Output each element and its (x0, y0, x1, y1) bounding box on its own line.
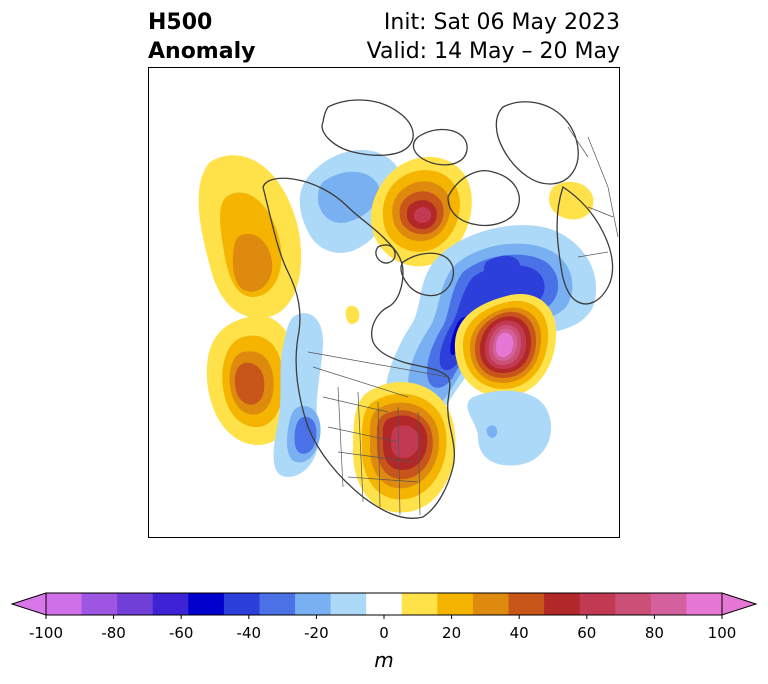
title-left: H500 Anomaly (148, 8, 255, 66)
ridge-eastern-us (353, 382, 456, 513)
valid-range: Valid: 14 May – 20 May (366, 39, 620, 64)
borders (307, 126, 619, 516)
colorbar-bin-5 (223, 593, 260, 615)
colorbar-bin-13 (508, 593, 545, 615)
colorbar-bin-12 (472, 593, 510, 615)
title-right: Init: Sat 06 May 2023 Valid: 14 May – 20… (367, 8, 620, 66)
coastlines (262, 99, 614, 519)
ridge-north-atlantic (454, 293, 557, 397)
colorbar-bin-2 (117, 593, 154, 615)
colorbar-extend-low (10, 592, 47, 616)
colorbar-tick-label: -80 (101, 624, 126, 642)
colorbar-bin-8 (330, 593, 367, 615)
colorbar-bin-7 (295, 593, 332, 615)
init-date: Init: Sat 06 May 2023 (383, 10, 620, 35)
ridge-siberia (548, 181, 594, 220)
colorbar-tick-label: 100 (707, 624, 737, 642)
colorbar-bin-6 (259, 593, 296, 615)
colorbar-bin-0 (46, 593, 83, 615)
colorbar-bin-18 (686, 593, 723, 615)
colorbar-bin-16 (615, 593, 652, 615)
colorbar (10, 592, 758, 619)
ridge-ne-pacific (206, 315, 299, 445)
colorbar-bin-1 (81, 593, 118, 615)
colorbar-tick-label: -20 (304, 624, 329, 642)
colorbar-bin-14 (544, 593, 581, 615)
colorbar-tick-label: 0 (379, 624, 389, 642)
colorbar-bin-10 (401, 593, 438, 615)
colorbar-bin-17 (650, 593, 687, 615)
colorbar-tick-label: -40 (236, 624, 262, 642)
anomaly-fills (198, 99, 619, 519)
colorbar-bin-11 (437, 593, 474, 615)
colorbar-bin-9 (366, 593, 403, 615)
colorbar-bin-4 (188, 593, 225, 615)
title-type: Anomaly (148, 39, 256, 64)
colorbar-unit: m (374, 648, 394, 672)
map-frame (148, 67, 620, 538)
colorbar-extend-high (721, 592, 758, 616)
colorbar-tick-label: 40 (509, 624, 529, 642)
colorbar-bin-15 (579, 593, 616, 615)
trough-central-atlantic (467, 390, 552, 466)
colorbar-tick-label: 80 (644, 624, 664, 642)
colorbar-tick-label: -100 (28, 624, 64, 642)
ridge-greenland (371, 156, 472, 267)
ridge-gulf-of-alaska (198, 155, 302, 318)
anomaly-map (148, 67, 620, 538)
trough-western-us (273, 313, 323, 477)
colorbar-bin-3 (152, 593, 189, 615)
ridge-small-pacific (345, 305, 360, 324)
colorbar-tick-label: 20 (442, 624, 462, 642)
title-variable: H500 (148, 10, 213, 35)
colorbar-tick-label: -60 (168, 624, 194, 642)
colorbar-tick-label: 60 (577, 624, 597, 642)
